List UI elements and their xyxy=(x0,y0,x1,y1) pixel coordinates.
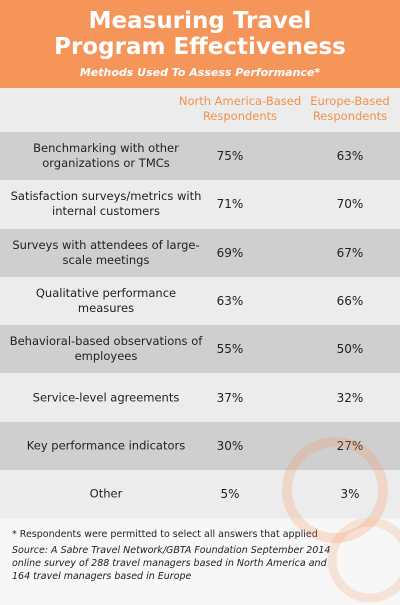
row-label: Surveys with attendees of large-scale me… xyxy=(12,237,200,267)
footer: * Respondents were permitted to select a… xyxy=(0,520,400,605)
cell-value: 32% xyxy=(336,390,364,405)
column-header: North America-Based Respondents Europe-B… xyxy=(0,88,400,132)
footnote: * Respondents were permitted to select a… xyxy=(12,529,318,540)
cell-value: 55% xyxy=(216,342,244,357)
row-label: Benchmarking with other organizations or… xyxy=(33,141,179,171)
cell-value: 71% xyxy=(216,197,244,212)
cell-value: 5% xyxy=(220,487,240,502)
row-label: Qualitative performance measures xyxy=(35,286,177,316)
cell-value: 70% xyxy=(336,197,364,212)
row-label: Service-level agreements xyxy=(32,390,180,405)
subtitle: Methods Used To Assess Performance* xyxy=(79,66,321,79)
column-label: North America-Based Respondents xyxy=(178,94,302,123)
cell-value: 30% xyxy=(216,438,244,453)
row-label: Other xyxy=(89,486,123,501)
cell-value: 50% xyxy=(336,342,364,357)
table-row: Qualitative performance measures 63% 66% xyxy=(0,276,400,326)
table-row: Behavioral-based observations of employe… xyxy=(0,325,400,374)
cell-value: 37% xyxy=(216,390,244,405)
row-label: Satisfaction surveys/metrics with intern… xyxy=(10,189,202,219)
table-row: Key performance indicators 30% 27% xyxy=(0,421,400,471)
cell-value: 75% xyxy=(216,149,244,164)
table-row: Satisfaction surveys/metrics with intern… xyxy=(0,180,400,229)
cell-value: 66% xyxy=(336,294,364,309)
table-body: Benchmarking with other organizations or… xyxy=(0,132,400,519)
cell-value: 3% xyxy=(340,487,360,502)
header: Measuring Travel Program Effectiveness M… xyxy=(0,0,400,88)
cell-value: 27% xyxy=(336,438,364,453)
source: Source: A Sabre Travel Network/GBTA Foun… xyxy=(12,545,331,582)
table-row: Service-level agreements 37% 32% xyxy=(0,373,400,422)
cell-value: 63% xyxy=(336,149,364,164)
table-row: Surveys with attendees of large-scale me… xyxy=(0,228,400,277)
table-row: Other 5% 3% xyxy=(0,470,400,519)
row-label: Key performance indicators xyxy=(26,438,186,453)
table-row: Benchmarking with other organizations or… xyxy=(0,132,400,181)
column-label: Europe-Based Respondents xyxy=(310,94,390,123)
cell-value: 63% xyxy=(216,294,244,309)
cell-value: 69% xyxy=(216,245,244,260)
cell-value: 67% xyxy=(336,245,364,260)
row-label: Behavioral-based observations of employe… xyxy=(9,334,203,364)
title: Measuring Travel Program Effectiveness xyxy=(54,8,346,60)
